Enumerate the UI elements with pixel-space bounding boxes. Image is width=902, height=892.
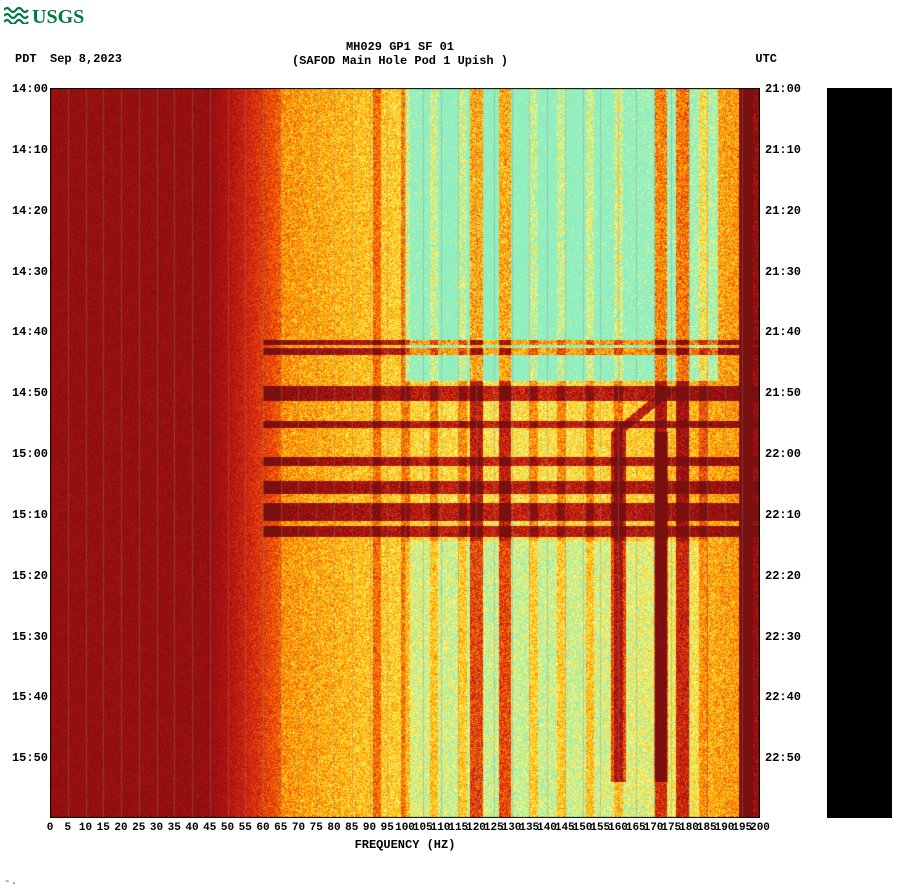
- y-right-tick: 22:40: [765, 690, 801, 704]
- y-left-tick: 14:00: [12, 82, 48, 96]
- colorbar: [827, 88, 892, 818]
- y-right-tick: 21:10: [765, 143, 801, 157]
- x-tick: 55: [239, 822, 252, 834]
- y-left-tick: 15:50: [12, 751, 48, 765]
- x-tick: 0: [47, 822, 54, 834]
- y-right-tick: 21:40: [765, 325, 801, 339]
- x-tick: 60: [256, 822, 269, 834]
- x-tick: 95: [381, 822, 394, 834]
- y-right-tick: 22:10: [765, 508, 801, 522]
- y-right-tick: 21:20: [765, 204, 801, 218]
- x-tick: 90: [363, 822, 376, 834]
- x-tick: 75: [310, 822, 323, 834]
- x-tick: 80: [327, 822, 340, 834]
- logo-text: USGS: [32, 6, 84, 29]
- x-axis-ticks: 0510152025303540455055606570758085909510…: [50, 822, 760, 838]
- y-right-tick: 22:20: [765, 569, 801, 583]
- x-tick: 30: [150, 822, 163, 834]
- y-left-tick: 14:50: [12, 386, 48, 400]
- x-tick: 35: [168, 822, 181, 834]
- spectrogram-plot: [50, 88, 760, 818]
- spectrogram-canvas: [50, 88, 760, 818]
- y-axis-right: 21:00 21:10 21:20 21:30 21:40 21:50 22:00 22:10…: [765, 82, 809, 812]
- y-left-tick: 14:40: [12, 325, 48, 339]
- y-left-tick: 15:00: [12, 447, 48, 461]
- y-right-tick: 22:00: [765, 447, 801, 461]
- y-left-tick: 15:20: [12, 569, 48, 583]
- x-tick: 15: [97, 822, 110, 834]
- title-line-2: (SAFOD Main Hole Pod 1 Upish ): [0, 54, 800, 68]
- chart-title: MH029 GP1 SF 01 (SAFOD Main Hole Pod 1 U…: [0, 40, 800, 68]
- y-right-tick: 21:50: [765, 386, 801, 400]
- y-axis-left: 14:00 14:10 14:20 14:30 14:40 14:50 15:00 15:10…: [10, 82, 48, 812]
- y-left-tick: 15:40: [12, 690, 48, 704]
- x-axis-title: FREQUENCY (HZ): [50, 838, 760, 852]
- x-tick: 85: [345, 822, 358, 834]
- logo-waves-icon: [4, 4, 30, 30]
- y-right-tick: 21:00: [765, 82, 801, 96]
- x-tick: 70: [292, 822, 305, 834]
- x-tick: 50: [221, 822, 234, 834]
- y-right-tick: 22:30: [765, 630, 801, 644]
- y-left-tick: 14:30: [12, 265, 48, 279]
- title-line-1: MH029 GP1 SF 01: [0, 40, 800, 54]
- x-tick: 25: [132, 822, 145, 834]
- y-right-tick: 21:30: [765, 265, 801, 279]
- footer-mark: -.: [4, 876, 17, 888]
- x-tick: 20: [114, 822, 127, 834]
- x-tick: 45: [203, 822, 216, 834]
- x-tick: 65: [274, 822, 287, 834]
- y-left-tick: 14:20: [12, 204, 48, 218]
- x-tick: 200: [750, 822, 770, 834]
- x-tick: 10: [79, 822, 92, 834]
- y-left-tick: 14:10: [12, 143, 48, 157]
- x-tick: 5: [64, 822, 71, 834]
- usgs-logo: USGS: [4, 4, 84, 30]
- y-left-tick: 15:10: [12, 508, 48, 522]
- y-left-tick: 15:30: [12, 630, 48, 644]
- x-tick: 40: [185, 822, 198, 834]
- y-right-tick: 22:50: [765, 751, 801, 765]
